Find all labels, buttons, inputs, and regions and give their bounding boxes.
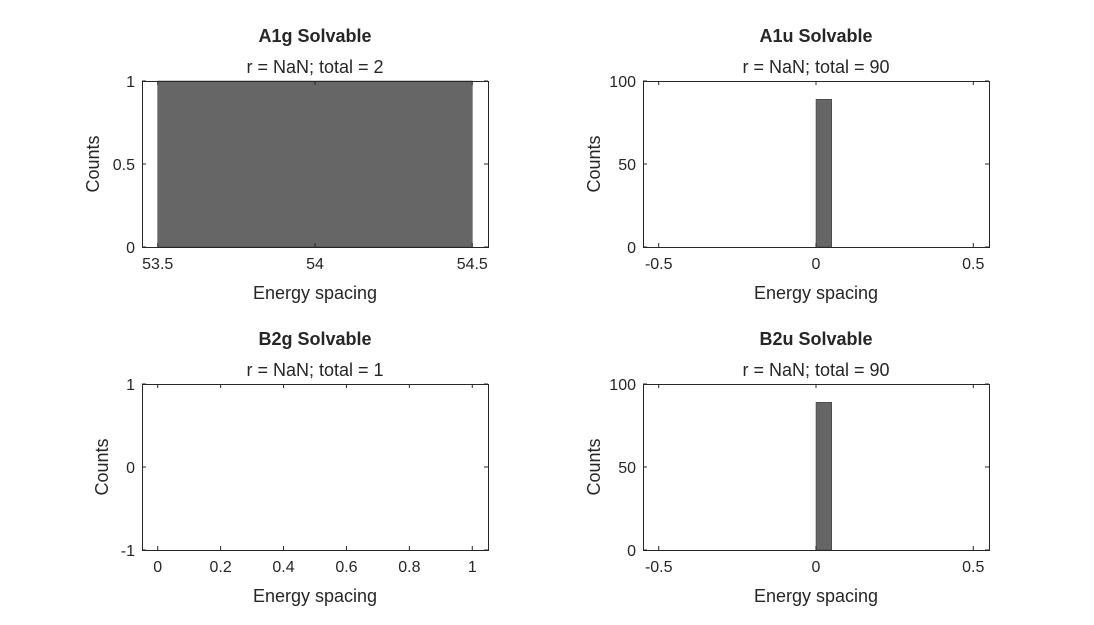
y-axis-label: Counts bbox=[83, 135, 103, 192]
x-tick-label: 0 bbox=[812, 559, 821, 576]
x-tick-label: 0 bbox=[153, 559, 162, 576]
y-tick-label: 0.5 bbox=[113, 157, 135, 174]
histogram-bar bbox=[815, 99, 832, 248]
x-tick-label: 0.6 bbox=[335, 559, 357, 576]
y-tick-label: -1 bbox=[121, 543, 135, 560]
y-axis-label: Counts bbox=[92, 438, 112, 495]
y-tick-label: 50 bbox=[618, 157, 636, 174]
x-axis-label: Energy spacing bbox=[253, 283, 377, 303]
histogram-bar bbox=[157, 80, 473, 248]
y-tick-label: 100 bbox=[609, 74, 636, 91]
y-tick-label: 0 bbox=[627, 240, 636, 257]
y-tick-label: 1 bbox=[126, 377, 135, 394]
x-axis-label: Energy spacing bbox=[253, 586, 377, 606]
subplot-subtitle: r = NaN; total = 1 bbox=[246, 360, 383, 380]
subplot-a1g: 53.5 54 54.5 0 0.5 1 A1g Solvable r = NaN; tota… bbox=[83, 26, 489, 303]
subplot-subtitle: r = NaN; total = 90 bbox=[742, 57, 889, 77]
x-tick-label: 54.5 bbox=[457, 256, 488, 273]
subplot-subtitle: r = NaN; total = 90 bbox=[742, 360, 889, 380]
y-axis-label: Counts bbox=[584, 438, 604, 495]
x-tick-label: 0.5 bbox=[962, 256, 984, 273]
x-tick-label: 0.8 bbox=[398, 559, 420, 576]
x-tick-label: 0.2 bbox=[210, 559, 232, 576]
subplot-a1u: -0.5 0 0.5 0 50 100 A1u Solvable r = NaN; total… bbox=[584, 26, 990, 303]
subplot-b2g: 0 0.2 0.4 0.6 0.8 1 -1 0 1 B2g Solvable r = NaN; t… bbox=[92, 329, 489, 606]
y-tick-label: 50 bbox=[618, 460, 636, 477]
histogram-bar bbox=[815, 402, 832, 551]
subplot-title: A1u Solvable bbox=[759, 26, 872, 46]
subplot-title: B2u Solvable bbox=[759, 329, 872, 349]
subplot-title: A1g Solvable bbox=[258, 26, 371, 46]
y-tick-label: 0 bbox=[627, 543, 636, 560]
y-tick-label: 1 bbox=[126, 74, 135, 91]
y-axis-label: Counts bbox=[584, 135, 604, 192]
subplot-b2u: -0.5 0 0.5 0 50 100 B2u Solvable r = NaN; total… bbox=[584, 329, 990, 606]
y-tick-label: 0 bbox=[126, 240, 135, 257]
x-axis-label: Energy spacing bbox=[754, 283, 878, 303]
x-tick-label: 54 bbox=[306, 256, 324, 273]
x-tick-label: -0.5 bbox=[645, 256, 673, 273]
x-tick-label: 0.4 bbox=[272, 559, 294, 576]
x-tick-label: 0.5 bbox=[962, 559, 984, 576]
subplot-title: B2g Solvable bbox=[258, 329, 371, 349]
subplot-subtitle: r = NaN; total = 2 bbox=[246, 57, 383, 77]
x-tick-label: 53.5 bbox=[142, 256, 173, 273]
y-tick-label: 100 bbox=[609, 377, 636, 394]
x-tick-label: -0.5 bbox=[645, 559, 673, 576]
x-axis-label: Energy spacing bbox=[754, 586, 878, 606]
x-tick-label: 0 bbox=[812, 256, 821, 273]
y-tick-label: 0 bbox=[126, 460, 135, 477]
x-tick-label: 1 bbox=[468, 559, 477, 576]
